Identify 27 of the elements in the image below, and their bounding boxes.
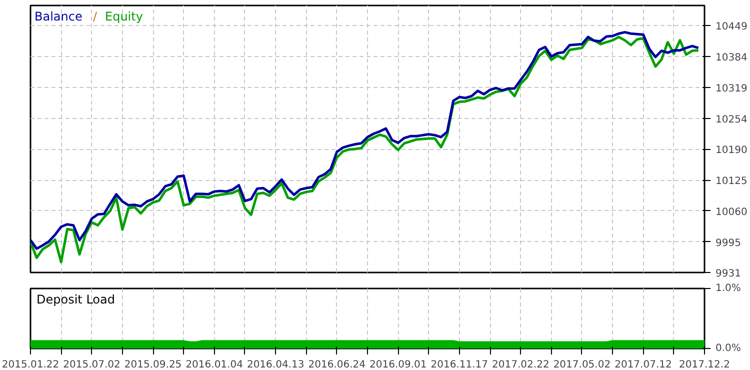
y-tick-label: 0.0% <box>716 343 741 354</box>
x-tick-label: 2015.09.25 <box>124 360 182 370</box>
x-tick-label: 2016.01.04 <box>186 360 243 370</box>
y-tick-label: 1.0% <box>716 283 741 294</box>
x-tick-label: 2015.07.02 <box>63 360 120 370</box>
x-tick-label: 2017.05.02 <box>553 360 611 370</box>
y-tick-label: 10060 <box>716 206 748 218</box>
annotation: / <box>93 10 98 24</box>
y-tick-label: 10319 <box>716 84 748 95</box>
text: Balance <box>34 10 82 24</box>
x-tick-label: 2015.01.22 <box>2 360 60 370</box>
text: Equity <box>105 10 143 24</box>
x-tick-label: 2016.11.17 <box>430 360 488 370</box>
x-tick-label: 2016.04.13 <box>246 360 304 370</box>
x-tick-label: 2017.07.12 <box>614 360 672 370</box>
chart-title: Deposit Load <box>36 292 115 306</box>
y-tick-label: 10384 <box>716 52 748 64</box>
y-tick-label: 9995 <box>716 238 741 249</box>
y-tick-label: 10190 <box>716 145 748 156</box>
y-tick-label: 9931 <box>716 268 741 280</box>
y-tick-label: 10125 <box>716 176 748 188</box>
x-tick-label: 2016.09.01 <box>370 360 427 370</box>
y-tick-label: 10449 <box>716 22 748 33</box>
y-tick-label: 10254 <box>716 114 748 126</box>
x-tick-label: 2017.12.2 <box>679 360 730 370</box>
x-tick-label: 2017.02.22 <box>492 360 550 370</box>
x-tick-label: 2016.06.24 <box>308 360 366 370</box>
